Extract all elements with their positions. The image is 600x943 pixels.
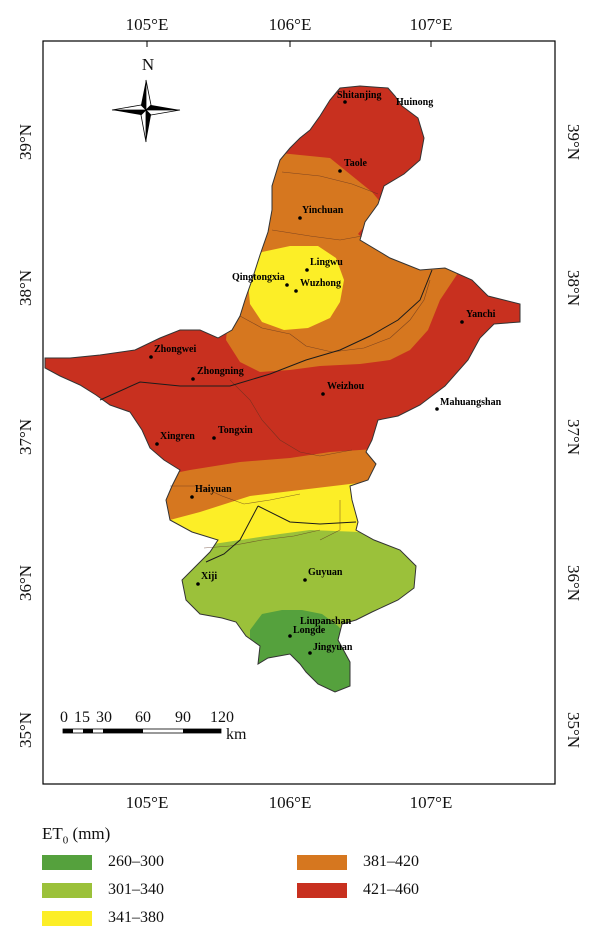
lat-label-left-39: 39°N (16, 124, 35, 160)
scale-unit-label: km (226, 726, 247, 743)
scale-tick-15: 15 (74, 709, 90, 726)
city-layer: Shitanjing Huinong Taole Yinchuan Lingwu… (149, 90, 502, 655)
lat-label-left-35: 35°N (16, 712, 35, 748)
city-label-xingren: Xingren (160, 431, 195, 442)
scale-tick-90: 90 (175, 709, 191, 726)
legend-label-421-460: 421–460 (363, 881, 419, 898)
lon-label-bottom-107: 107°E (410, 793, 453, 812)
legend-label-381-420: 381–420 (363, 853, 419, 870)
lon-label-bottom-105: 105°E (126, 793, 169, 812)
lon-label-top-105: 105°E (126, 15, 169, 34)
legend-swatch-341-380 (42, 910, 92, 926)
city-marker-zhongwei (149, 355, 153, 359)
city-marker-mahuangshan (435, 407, 439, 411)
city-label-yinchuan: Yinchuan (302, 205, 344, 216)
city-marker-xingren (155, 442, 159, 446)
lat-label-left-36: 36°N (16, 565, 35, 601)
lat-label-right-38: 38°N (564, 270, 583, 306)
city-label-shitanjing: Shitanjing (337, 90, 381, 101)
city-marker-shitanjing (343, 100, 347, 104)
lat-label-right-37: 37°N (564, 419, 583, 455)
lat-label-right-35: 35°N (564, 712, 583, 748)
scale-tick-120: 120 (210, 709, 234, 726)
city-marker-taole (338, 169, 342, 173)
lon-label-bottom-106: 106°E (269, 793, 312, 812)
city-label-taole: Taole (344, 158, 368, 169)
city-label-weizhou: Weizhou (327, 381, 365, 392)
city-marker-yinchuan (298, 216, 302, 220)
city-label-lingwu: Lingwu (310, 257, 343, 268)
city-label-zhongwei: Zhongwei (154, 344, 196, 355)
lat-label-right-36: 36°N (564, 565, 583, 601)
city-marker-zhongning (191, 377, 195, 381)
city-label-qingtongxia: Qingtongxia (232, 272, 285, 283)
legend-swatch-260-300 (42, 854, 92, 870)
city-label-haiyuan: Haiyuan (195, 484, 232, 495)
compass-icon (111, 79, 181, 143)
county-boundaries (170, 171, 431, 549)
city-label-yanchi: Yanchi (466, 309, 496, 320)
city-label-tongxin: Tongxin (218, 425, 253, 436)
scale-bar (62, 728, 222, 734)
legend-title-sub: 0 (62, 834, 69, 847)
city-label-guyuan: Guyuan (308, 567, 343, 578)
city-marker-lingwu (305, 268, 309, 272)
city-label-wuzhong: Wuzhong (300, 278, 341, 289)
city-label-mahuangshan: Mahuangshan (440, 397, 502, 408)
city-label-huinong: Huinong (396, 97, 433, 108)
legend-swatch-381-420 (297, 854, 347, 870)
city-marker-haiyuan (190, 495, 194, 499)
legend-title-unit: (mm) (68, 824, 111, 843)
lat-label-left-38: 38°N (16, 270, 35, 306)
scale-tick-60: 60 (135, 709, 151, 726)
city-label-xiji: Xiji (201, 571, 217, 582)
legend-label-301-340: 301–340 (108, 881, 164, 898)
legend-item-341-380: 341–380 (42, 908, 164, 928)
zone-341-380-north (248, 246, 344, 330)
city-label-zhongning: Zhongning (197, 366, 244, 377)
city-marker-tongxin (212, 436, 216, 440)
river-line (99, 269, 433, 563)
city-marker-longde (288, 634, 292, 638)
legend: ET0 (mm) 260–300 301–340 341–380 381–420… (42, 824, 582, 934)
city-marker-yanchi (460, 320, 464, 324)
city-marker-weizhou (321, 392, 325, 396)
scale-tick-0: 0 (60, 709, 68, 726)
legend-swatch-421-460 (297, 882, 347, 898)
city-marker-wuzhong (294, 289, 298, 293)
legend-title-main: ET (42, 824, 63, 843)
lon-label-top-106: 106°E (269, 15, 312, 34)
scale-tick-30: 30 (96, 709, 112, 726)
city-marker-jingyuan (308, 651, 312, 655)
legend-label-341-380: 341–380 (108, 909, 164, 926)
city-label-longde: Longde (293, 625, 326, 636)
legend-item-301-340: 301–340 (42, 880, 164, 900)
legend-label-260-300: 260–300 (108, 853, 164, 870)
legend-item-421-460: 421–460 (297, 880, 419, 900)
lat-label-left-37: 37°N (16, 419, 35, 455)
city-marker-qingtongxia (285, 283, 289, 287)
city-label-jingyuan: Jingyuan (313, 642, 353, 653)
city-label-liupanshan: Liupanshan (300, 616, 352, 627)
legend-item-381-420: 381–420 (297, 852, 419, 872)
compass-north-label: N (142, 55, 154, 74)
legend-item-260-300: 260–300 (42, 852, 164, 872)
lon-label-top-107: 107°E (410, 15, 453, 34)
city-marker-xiji (196, 582, 200, 586)
lat-label-right-39: 39°N (564, 124, 583, 160)
legend-title: ET0 (mm) (42, 824, 110, 846)
city-marker-guyuan (303, 578, 307, 582)
legend-swatch-301-340 (42, 882, 92, 898)
